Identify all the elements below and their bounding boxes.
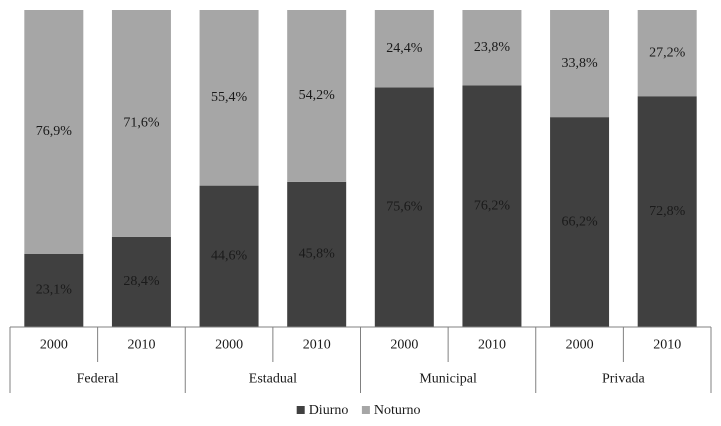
x-axis: 2000 2010 2000 2010 2000 2010 2000 2010 Federal E…	[9, 326, 712, 393]
tick-label-year: 2000	[390, 338, 418, 353]
legend-item-diurno: Diurno	[296, 403, 349, 418]
tick-label-year: 2010	[303, 338, 331, 353]
data-label-noturno: 23,8%	[474, 40, 511, 55]
bar-diurno-privada-2000	[550, 117, 610, 327]
legend-label: Noturno	[374, 403, 421, 418]
data-label-noturno: 71,6%	[123, 116, 160, 131]
tick-label-year: 2010	[653, 338, 681, 353]
bar-diurno-estadual-2000	[199, 185, 259, 327]
tick-label-year: 2000	[40, 338, 68, 353]
bar-noturno-federal-2010	[111, 10, 171, 237]
tick-label-group-federal: Federal	[77, 372, 119, 387]
tick-label-group-municipal: Municipal	[419, 372, 477, 387]
data-label-diurno: 28,4%	[123, 274, 160, 289]
tick-label-year: 2010	[127, 338, 155, 353]
data-label-diurno: 44,6%	[211, 249, 248, 264]
bar-diurno-privada-2010	[637, 96, 697, 327]
data-label-noturno: 24,4%	[386, 41, 423, 56]
bar-noturno-estadual-2010	[287, 10, 347, 182]
bar-diurno-federal-2000	[24, 253, 84, 327]
data-label-diurno: 23,1%	[36, 283, 73, 298]
bar-diurno-estadual-2010	[287, 181, 347, 327]
bar-noturno-privada-2000	[550, 10, 610, 118]
legend-swatch	[361, 406, 370, 414]
bar-noturno-federal-2000	[24, 10, 84, 254]
bar-diurno-municipal-2010	[462, 85, 522, 327]
tick-label-group-privada: Privada	[602, 372, 646, 387]
bar-noturno-estadual-2000	[199, 10, 259, 186]
legend-item-noturno: Noturno	[361, 403, 421, 418]
data-label-noturno: 55,4%	[211, 90, 248, 105]
legend-label: Diurno	[309, 403, 349, 418]
data-label-noturno: 76,9%	[36, 124, 73, 139]
bars-layer	[24, 10, 697, 328]
data-label-diurno: 66,2%	[561, 214, 598, 229]
bar-noturno-privada-2010	[637, 10, 697, 97]
segment-labels-layer: 23,1% 76,9% 28,4% 71,6% 44,6% 55,4% 45,8% 54,2%…	[36, 40, 686, 298]
tick-label-year: 2000	[566, 338, 594, 353]
bar-diurno-municipal-2000	[374, 87, 434, 328]
data-label-diurno: 76,2%	[474, 198, 511, 213]
tick-label-year: 2010	[478, 338, 506, 353]
data-label-diurno: 72,8%	[649, 204, 686, 219]
tick-label-year: 2000	[215, 338, 243, 353]
data-label-noturno: 27,2%	[649, 45, 686, 60]
bar-noturno-municipal-2010	[462, 10, 522, 86]
legend: Diurno Noturno	[296, 403, 421, 418]
tick-label-group-estadual: Estadual	[249, 372, 297, 387]
data-label-diurno: 45,8%	[299, 247, 336, 262]
data-label-noturno: 54,2%	[299, 88, 336, 103]
data-label-noturno: 33,8%	[561, 56, 598, 71]
bar-noturno-municipal-2000	[374, 10, 434, 88]
bar-diurno-federal-2010	[111, 236, 171, 327]
data-label-diurno: 75,6%	[386, 199, 423, 214]
legend-swatch	[296, 406, 305, 414]
